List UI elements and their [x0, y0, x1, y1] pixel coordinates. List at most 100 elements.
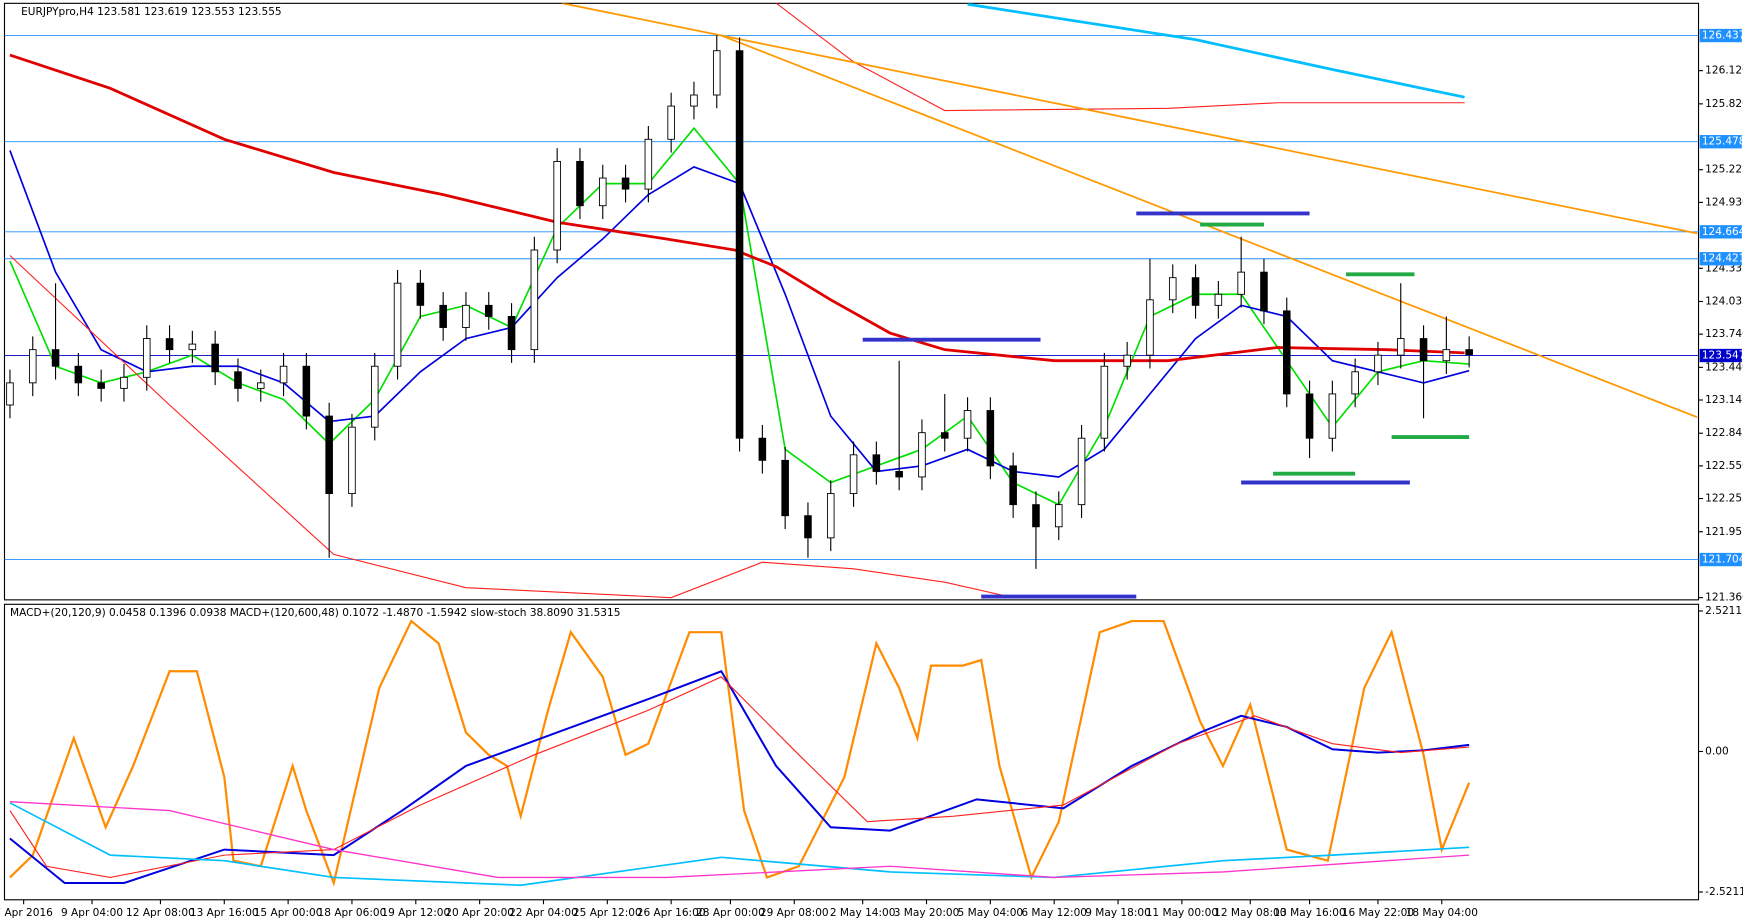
- y-tick-label: 121.360: [1705, 592, 1743, 604]
- x-tick-label: 29 Apr 08:00: [760, 907, 829, 919]
- indicator-panel: [3, 603, 1700, 901]
- y-tick-label: 0.00: [1705, 745, 1729, 757]
- candle-body: [690, 94, 698, 107]
- indicator-line: [9, 802, 1470, 887]
- candle-body: [712, 50, 721, 96]
- candle-body: [1328, 393, 1337, 439]
- candle-body: [1214, 293, 1223, 306]
- candle-body: [735, 50, 744, 439]
- candle-body: [302, 365, 311, 417]
- x-tick-label: 7 Apr 2016: [0, 907, 53, 919]
- x-tick-label: 18 Apr 06:00: [318, 907, 387, 919]
- y-tick-label: 123.145: [1705, 394, 1743, 406]
- candle-body: [6, 382, 14, 406]
- candle-body: [1054, 504, 1063, 528]
- candle-body: [1077, 437, 1086, 506]
- y-tick-label: 126.120: [1705, 65, 1743, 77]
- candle-body: [621, 177, 630, 190]
- candle-body: [1032, 504, 1040, 528]
- candle-body: [142, 338, 151, 378]
- x-tick-label: 20 Apr 20:00: [445, 907, 514, 919]
- x-tick-label: 15 Apr 00:00: [254, 907, 323, 919]
- y-tick-label: 122.255: [1705, 493, 1743, 505]
- level-tag: [1699, 348, 1742, 363]
- candle-body: [325, 415, 333, 495]
- candle-body: [97, 382, 105, 389]
- x-tick-label: 12 May 08:00: [1214, 907, 1287, 919]
- candle-body: [393, 282, 402, 367]
- y-tick-label: -2.5211: [1705, 886, 1743, 898]
- x-tick-label: 13 Apr 16:00: [190, 907, 259, 919]
- x-tick-label: 13 May 16:00: [1273, 907, 1346, 919]
- level-label: 124.664: [1702, 226, 1743, 238]
- candle-body: [74, 365, 83, 384]
- candle-body: [1009, 465, 1017, 506]
- candle-body: [120, 376, 128, 389]
- candle-body: [576, 160, 584, 207]
- candle-body: [1305, 393, 1314, 439]
- x-tick-label: 28 Apr 00:00: [696, 907, 765, 919]
- level-label: 126.437: [1702, 30, 1743, 42]
- candle-body: [553, 160, 561, 251]
- level-tag: [1699, 252, 1742, 266]
- candle-body: [1191, 277, 1200, 306]
- level-tag: [1699, 28, 1742, 43]
- candle-body: [165, 338, 174, 351]
- candle-body: [1396, 338, 1405, 356]
- candle-body: [1374, 354, 1382, 373]
- y-tick-label: 124.035: [1705, 295, 1743, 307]
- x-tick-label: 25 Apr 12:00: [573, 907, 642, 919]
- candle-body: [963, 410, 972, 439]
- candle-body: [416, 282, 425, 306]
- indicator-line: [9, 676, 1470, 879]
- x-tick-label: 6 May 12:00: [1021, 907, 1087, 919]
- candle-body: [1351, 371, 1359, 395]
- indicator-line: [9, 255, 1014, 599]
- candle-body: [1282, 310, 1291, 395]
- candle-body: [986, 410, 995, 467]
- indicator-title: MACD+(20,120,9) 0.0458 0.1396 0.0938 MAC…: [10, 607, 620, 619]
- x-tick-label: 9 May 18:00: [1085, 907, 1151, 919]
- y-tick-label: 122.550: [1705, 460, 1743, 472]
- candle-body: [1146, 299, 1154, 356]
- candle-body: [348, 426, 356, 495]
- candle-body: [1123, 354, 1131, 367]
- candle-body: [804, 515, 812, 539]
- candle-body: [188, 343, 197, 351]
- candle-body: [370, 365, 379, 428]
- candle-body: [940, 432, 949, 439]
- y-tick-label: 125.820: [1705, 98, 1743, 110]
- level-label: 124.421: [1702, 253, 1743, 265]
- level-tag: [1699, 225, 1742, 239]
- y-tick-label: 122.845: [1705, 427, 1743, 439]
- level-label: 125.478: [1702, 136, 1743, 148]
- candle-body: [644, 138, 653, 190]
- candle-body: [530, 249, 539, 351]
- plot: [9, 619, 1471, 887]
- y-tick-label: 121.955: [1705, 526, 1743, 538]
- candle-body: [1419, 338, 1428, 362]
- indicator-line: [967, 3, 1465, 99]
- x-tick-label: 11 May 00:00: [1146, 907, 1219, 919]
- candle-body: [598, 177, 607, 207]
- indicator-line: [9, 801, 1470, 879]
- x-tick-label: 3 May 20:00: [894, 907, 960, 919]
- trend-line: [561, 3, 1698, 235]
- candle-body: [1442, 349, 1451, 362]
- candle-body: [918, 432, 926, 478]
- candle-body: [51, 349, 60, 367]
- candle-body: [895, 470, 903, 478]
- y-tick-label: 2.5211: [1705, 605, 1742, 617]
- candle-body: [256, 382, 265, 389]
- level-tag: [1699, 552, 1742, 567]
- candle-body: [234, 371, 242, 389]
- candle-body: [1465, 349, 1473, 356]
- x-tick-label: 2 May 14:00: [830, 907, 896, 919]
- y-tick-label: 124.930: [1705, 196, 1743, 208]
- candle-body: [872, 454, 881, 472]
- candle-body: [826, 493, 835, 539]
- y-tick-label: 125.225: [1705, 164, 1743, 176]
